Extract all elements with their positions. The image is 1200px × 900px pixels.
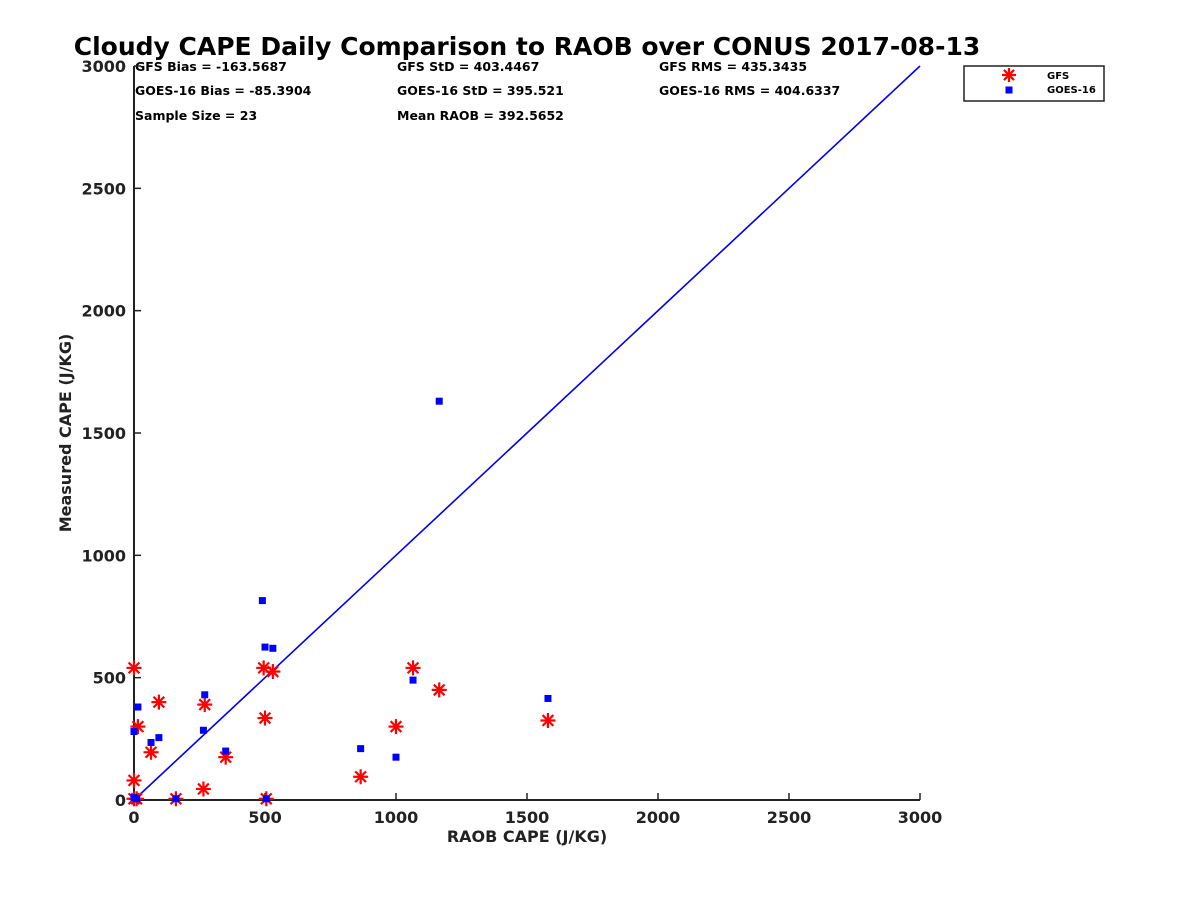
stat-gfs-rms: GFS RMS = 435.3435 — [659, 59, 807, 74]
gfs-point — [257, 710, 273, 726]
goes16-point — [261, 643, 269, 651]
gfs-point — [265, 664, 281, 680]
stat-gfs-bias: GFS Bias = -163.5687 — [135, 59, 287, 74]
goes16-point — [269, 644, 277, 652]
reference-line — [133, 65, 921, 801]
goes16-point — [262, 795, 270, 803]
goes16-point — [201, 691, 209, 699]
gfs-point — [143, 744, 159, 760]
gfs-point — [388, 719, 404, 735]
legend-gfs-asterisk — [1002, 68, 1016, 82]
goes16-point — [130, 727, 138, 735]
x-tick-label: 2500 — [767, 808, 812, 827]
stat-goes-bias: GOES-16 Bias = -85.3904 — [135, 83, 312, 98]
y-tick-label: 2000 — [81, 302, 126, 321]
legend: GFS GOES-16 — [963, 65, 1105, 102]
goes16-point — [172, 795, 180, 803]
y-tick-label: 1000 — [81, 546, 126, 565]
gfs-point — [540, 712, 556, 728]
gfs-point — [195, 781, 211, 797]
goes16-point — [409, 676, 417, 684]
y-tick-label: 0 — [115, 791, 126, 810]
x-tick-label: 1500 — [505, 808, 550, 827]
reference-line-group — [133, 65, 921, 801]
gfs-point — [405, 660, 421, 676]
gfs-point — [126, 772, 142, 788]
gfs-point — [126, 660, 142, 676]
stat-goes-rms: GOES-16 RMS = 404.6337 — [659, 83, 840, 98]
gfs-point — [130, 719, 146, 735]
goes16-point — [544, 694, 552, 702]
goes16-point — [134, 703, 142, 711]
goes16-point — [357, 745, 365, 753]
axes: 0 500 1000 1500 2000 2500 3000 0 500 1000 1500 2000… — [81, 57, 942, 827]
legend-goes16-label: GOES-16 — [1047, 85, 1096, 96]
x-tick-label: 1000 — [374, 808, 419, 827]
stat-mean-raob: Mean RAOB = 392.5652 — [397, 108, 564, 123]
stat-sample-size: Sample Size = 23 — [135, 108, 257, 123]
data-points — [126, 397, 556, 807]
gfs-point — [431, 682, 447, 698]
chart-title: Cloudy CAPE Daily Comparison to RAOB ove… — [74, 32, 980, 61]
legend-goes16-marker — [1005, 86, 1013, 94]
goes16-point — [147, 739, 155, 747]
legend-gfs-marker — [1002, 68, 1016, 82]
x-tick-label: 3000 — [898, 808, 943, 827]
x-tick-label: 0 — [128, 808, 139, 827]
goes16-point — [199, 726, 207, 734]
x-tick-label: 2000 — [636, 808, 681, 827]
legend-box — [963, 65, 1105, 102]
stats-block: GFS Bias = -163.5687 GFS StD = 403.4467 … — [135, 59, 840, 123]
y-tick-label: 500 — [93, 669, 126, 688]
x-tick-label: 500 — [248, 808, 281, 827]
y-axis-label: Measured CAPE (J/KG) — [56, 334, 75, 533]
gfs-point — [353, 769, 369, 785]
stat-gfs-std: GFS StD = 403.4467 — [397, 59, 539, 74]
gfs-point — [197, 697, 213, 713]
gfs-point — [151, 694, 167, 710]
goes16-point — [222, 747, 230, 755]
y-tick-label: 2500 — [81, 179, 126, 198]
y-tick-label: 3000 — [81, 57, 126, 76]
goes16-point — [155, 734, 163, 742]
y-tick-label: 1500 — [81, 424, 126, 443]
goes16-point — [258, 597, 266, 605]
x-axis-label: RAOB CAPE (J/KG) — [447, 827, 607, 846]
legend-gfs-label: GFS — [1047, 71, 1069, 82]
legend-goes16-square — [1005, 86, 1013, 94]
stat-goes-std: GOES-16 StD = 395.521 — [397, 83, 564, 98]
goes16-point — [133, 795, 141, 803]
gfs-point — [218, 749, 234, 765]
goes16-point — [392, 753, 400, 761]
goes16-point — [435, 397, 443, 405]
